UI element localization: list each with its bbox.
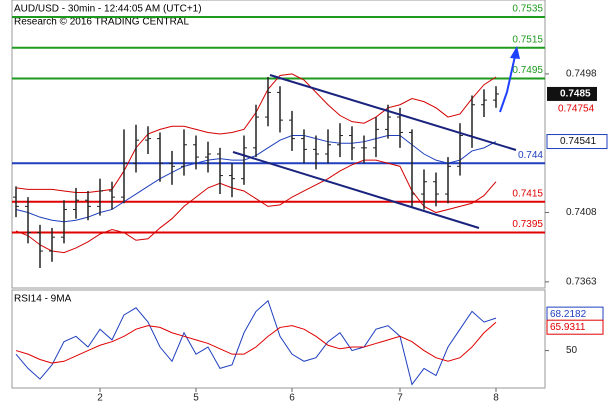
ma-value: 0.74541 [560,136,597,147]
price-panel [11,0,546,289]
bollinger-lower [15,159,497,254]
y-tick-label: 0.7498 [566,69,597,80]
value-box [546,319,604,335]
last-price: 0.7485 [560,89,591,100]
y-tick-label: 50 [566,345,578,356]
x-tick-label: 8 [493,393,499,404]
channel-line [269,74,517,151]
y-tick-label: 0.7408 [566,207,597,218]
value-label: 68.2182 [550,309,587,320]
rsi-line [15,299,497,386]
y-tick-label: 0.7363 [566,276,597,287]
price-label: 0.74754 [558,103,595,114]
x-tick-label: 5 [193,393,199,404]
level-label: 0.7415 [512,188,543,199]
channel-line [232,151,480,229]
forecast-arrow [499,55,516,113]
chart-subtitle: Research © 2016 TRADING CENTRAL [14,17,189,28]
drawings [232,46,520,229]
rsi-panel [11,289,546,389]
level-label: 0.7535 [512,4,543,15]
rsi-title: RSI14 - 9MA [14,294,72,305]
level-label: 0.7515 [512,34,543,45]
level-label: 0.744 [518,150,543,161]
x-tick-label: 2 [97,393,103,404]
x-tick-label: 6 [289,393,295,404]
ma-box [546,134,608,150]
last-price-box [547,86,597,101]
arrow-head [510,46,520,59]
level-label: 0.7395 [512,219,543,230]
value-label: 65.9311 [550,322,586,333]
level-label: 0.7495 [512,65,543,76]
rsi-line [15,321,497,364]
x-tick-label: 7 [397,393,403,404]
chart-title: AUD/USD - 30min - 12:44:05 AM (UTC+1) [14,4,202,15]
